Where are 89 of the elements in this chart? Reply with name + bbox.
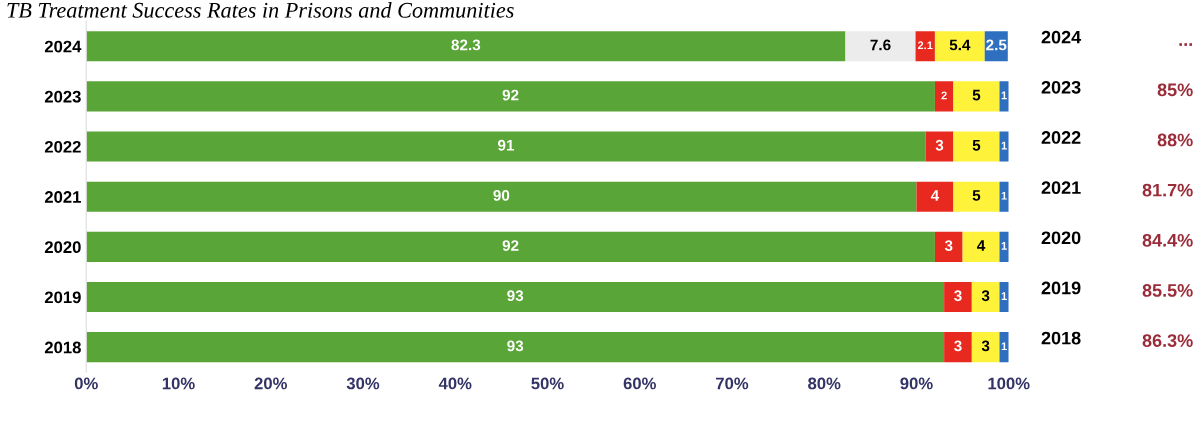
- data-label: 93: [507, 290, 524, 302]
- data-label: 1: [1001, 191, 1007, 200]
- data-label: 5: [972, 190, 981, 201]
- bar: [953, 131, 1000, 162]
- text: 2022: [1041, 131, 1081, 144]
- bar: [934, 81, 954, 112]
- bar: [962, 231, 1000, 262]
- bar: [86, 231, 935, 262]
- x-tick-label: 60%: [623, 377, 656, 390]
- bar: [86, 131, 926, 162]
- bar: [971, 332, 1000, 363]
- data-label: 1: [1001, 141, 1007, 150]
- x-tick-label: 10%: [162, 377, 195, 390]
- bar: [934, 31, 985, 62]
- text: 2020: [1041, 231, 1081, 245]
- bar: [916, 181, 954, 212]
- x-tick-label: 100%: [988, 377, 1030, 390]
- data-label: 93: [507, 340, 524, 352]
- data-label: 5.4: [949, 39, 971, 51]
- bar: [999, 231, 1009, 262]
- data-label: 92: [502, 240, 519, 251]
- y-tick-label: 2024: [44, 40, 82, 53]
- x-tick-label: 0%: [74, 377, 98, 390]
- bar: [86, 81, 935, 112]
- bar: [86, 31, 846, 62]
- x-tick-label: 80%: [808, 377, 841, 390]
- text: 2024: [1041, 30, 1082, 44]
- y-tick-label: 2018: [44, 341, 81, 354]
- data-label: 4: [930, 190, 940, 201]
- text: 84.4%: [1142, 233, 1193, 247]
- data-label: 3: [981, 340, 990, 352]
- y-tick-label: 2019: [44, 291, 81, 304]
- text: 85.5%: [1142, 284, 1193, 297]
- bar: [86, 181, 917, 212]
- bar: [925, 131, 954, 162]
- text: 81.7%: [1142, 183, 1193, 197]
- x-tick-label: 20%: [254, 377, 287, 390]
- bar: [953, 181, 1000, 212]
- bar: [86, 332, 945, 363]
- data-label: 2: [941, 91, 947, 100]
- data-label: 2.1: [917, 41, 933, 50]
- bar: [999, 281, 1009, 313]
- data-label: 90: [493, 189, 510, 201]
- y-tick-label: 2020: [44, 241, 81, 254]
- text: 85%: [1157, 83, 1193, 97]
- bar: [971, 281, 1000, 313]
- text: 2019: [1041, 281, 1081, 295]
- y-tick-label: 2021: [44, 191, 81, 203]
- data-label: 5: [972, 89, 981, 101]
- data-label: 1: [1001, 342, 1007, 351]
- text: 2018: [1041, 331, 1081, 345]
- x-tick-label: 50%: [531, 377, 564, 390]
- chart-title: TB Treatment Success Rates in Prisons and Communities: [7, 2, 514, 18]
- data-label: 3: [944, 240, 953, 251]
- x-tick-label: 90%: [900, 377, 933, 390]
- x-tick-label: 40%: [438, 377, 472, 390]
- data-label: 92: [502, 89, 519, 101]
- bar: [953, 81, 1000, 112]
- data-label: 1: [1001, 292, 1007, 300]
- x-tick-label: 30%: [346, 377, 380, 390]
- data-label: 82.3: [451, 39, 481, 51]
- data-label: 3: [935, 139, 944, 151]
- y-tick-label: 2022: [44, 140, 81, 153]
- text: 86.3%: [1142, 334, 1193, 348]
- bar: [999, 181, 1009, 212]
- data-label: 3: [954, 290, 962, 302]
- data-label: 91: [498, 139, 515, 151]
- text: 2023: [1041, 80, 1081, 94]
- data-label: 2.5: [986, 39, 1007, 51]
- data-label: 3: [981, 290, 990, 302]
- data-label: 1: [1001, 91, 1007, 100]
- data-label: 1: [1001, 242, 1007, 250]
- data-label: 5: [972, 139, 981, 151]
- data-label: 7.6: [870, 39, 891, 51]
- bar: [944, 332, 972, 363]
- bar: [845, 31, 916, 62]
- data-label: 3: [954, 340, 962, 352]
- bar: [934, 231, 963, 262]
- bar: [999, 81, 1009, 112]
- text: ...: [1179, 43, 1192, 46]
- bar: [999, 332, 1009, 363]
- text: 2021: [1041, 181, 1081, 195]
- bar: [999, 131, 1009, 162]
- y-tick-label: 2023: [44, 90, 81, 103]
- data-label: 4: [977, 240, 986, 251]
- text: 88%: [1157, 133, 1193, 147]
- bar: [944, 281, 972, 313]
- bar: [86, 281, 945, 313]
- x-tick-label: 70%: [716, 377, 749, 390]
